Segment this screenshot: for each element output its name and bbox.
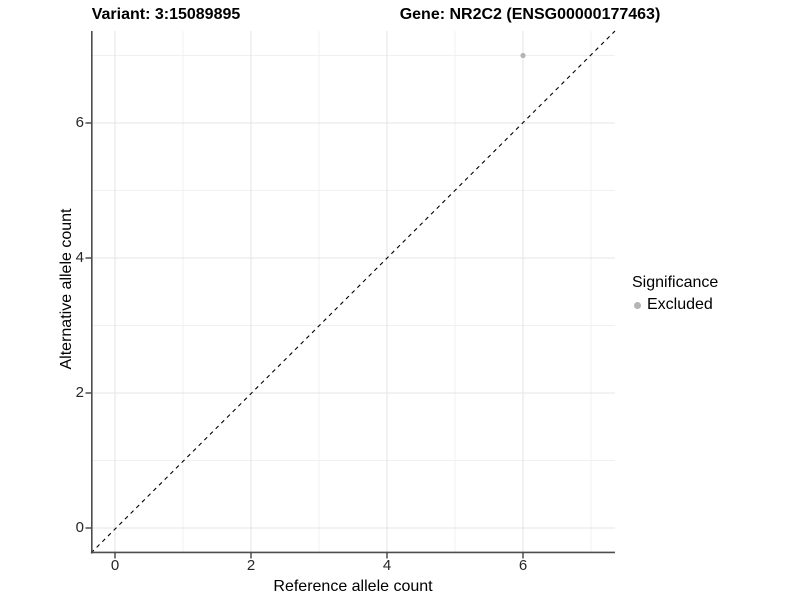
y-tick-label-0: 0 bbox=[75, 519, 84, 536]
grid-minor bbox=[91, 31, 615, 553]
legend-item-label: Excluded bbox=[647, 296, 713, 313]
tick-marks bbox=[85, 122, 524, 559]
plot-panel bbox=[85, 30, 616, 559]
x-axis-title: Reference allele count bbox=[273, 578, 433, 595]
y-tick-label-6: 6 bbox=[75, 114, 84, 131]
x-tick-label-2: 2 bbox=[246, 557, 256, 574]
excluded-point-icon bbox=[634, 301, 641, 309]
x-tick-label-0: 0 bbox=[110, 557, 120, 574]
y-axis-title: Alternative allele count bbox=[58, 208, 75, 370]
y-tick-label-4: 4 bbox=[75, 249, 84, 266]
y-tick-label-2: 2 bbox=[75, 384, 84, 401]
gene-title: Gene: NR2C2 (ENSG00000177463) bbox=[399, 6, 661, 23]
identity-dashed-line bbox=[90, 30, 616, 554]
axis-lines bbox=[91, 31, 615, 554]
x-tick-label-6: 6 bbox=[518, 557, 528, 574]
grid-major bbox=[91, 31, 615, 553]
variant-title: Variant: 3:15089895 bbox=[91, 6, 241, 23]
data-point-excluded bbox=[520, 52, 526, 59]
plot-canvas bbox=[85, 30, 616, 559]
x-tick-label-4: 4 bbox=[382, 557, 392, 574]
legend-title: Significance bbox=[632, 274, 719, 291]
legend-item-excluded: Excluded bbox=[634, 295, 718, 315]
legend: Significance Excluded bbox=[632, 273, 718, 315]
data-points bbox=[520, 52, 526, 59]
